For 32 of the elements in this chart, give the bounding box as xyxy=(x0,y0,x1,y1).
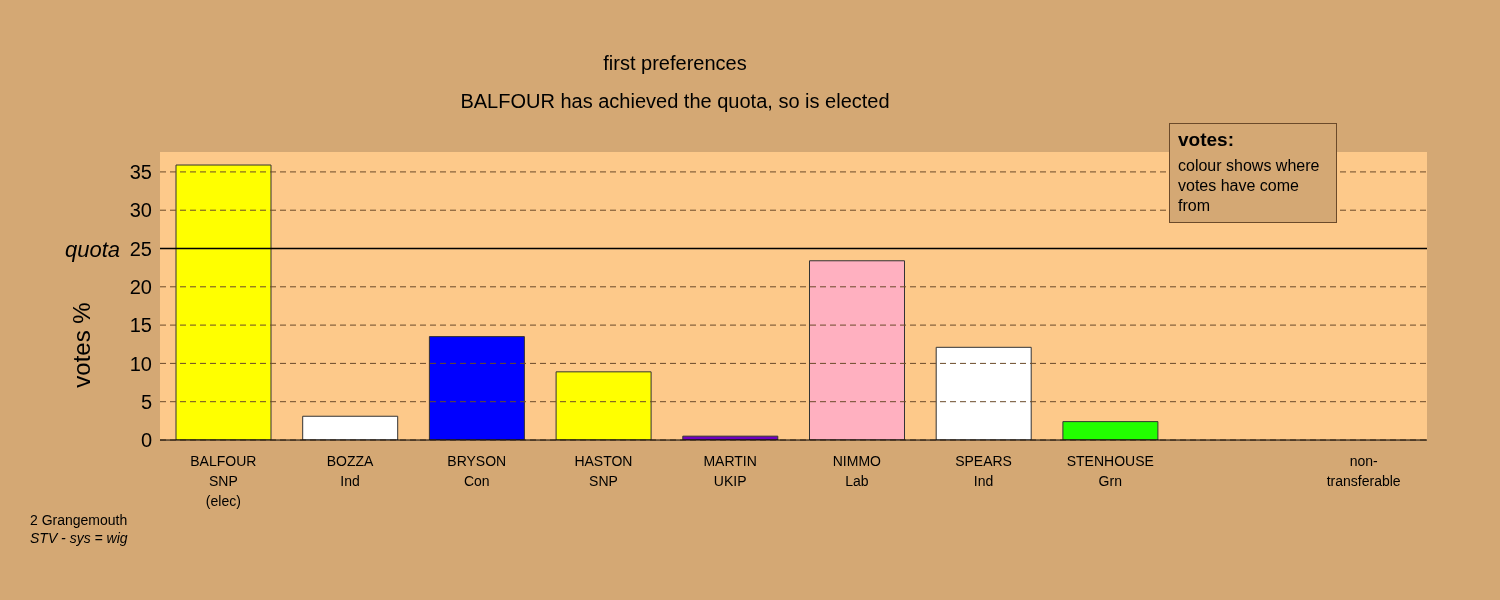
chart-subtitle: BALFOUR has achieved the quota, so is elected xyxy=(459,90,891,113)
y-tick-label: 15 xyxy=(129,314,152,337)
y-tick-label: 30 xyxy=(129,199,152,222)
y-tick-label: 25 xyxy=(129,237,152,260)
y-tick-label: 20 xyxy=(129,275,152,298)
y-tick-label: 10 xyxy=(129,352,152,375)
bar xyxy=(1062,421,1159,440)
x-tick-label: BRYSON Con xyxy=(447,453,507,489)
x-tick-label: NIMMO Lab xyxy=(832,453,882,489)
bar xyxy=(555,371,652,440)
text: 2 Grangemouth xyxy=(30,512,128,528)
ref-line-label: quota xyxy=(64,236,120,262)
y-tick-label: 35 xyxy=(129,161,152,184)
bar xyxy=(935,346,1032,440)
x-tick-label: non- transferable xyxy=(1326,453,1401,489)
y-tick-label: 0 xyxy=(140,429,152,452)
bar xyxy=(302,415,399,440)
x-tick-label: BALFOUR SNP (elec) xyxy=(190,453,257,509)
annotation: colour shows where votes have come from xyxy=(1178,156,1321,216)
y-axis-title: votes % xyxy=(68,302,95,388)
bar xyxy=(175,164,272,440)
y-tick-label: 5 xyxy=(140,390,152,413)
x-tick-label: BOZZA Ind xyxy=(326,453,375,489)
bar xyxy=(809,260,905,440)
x-tick-label: MARTIN UKIP xyxy=(703,453,757,489)
chart-title: first preferences xyxy=(602,52,748,75)
x-tick-label: STENHOUSE Grn xyxy=(1066,453,1154,489)
x-tick-label: HASTON SNP xyxy=(574,453,633,489)
bar xyxy=(428,336,525,440)
note-box: votes: colour shows where votes have come from xyxy=(1169,123,1337,223)
text: STV - sys = wig xyxy=(30,530,128,546)
x-tick-label: SPEARS Ind xyxy=(955,453,1012,489)
